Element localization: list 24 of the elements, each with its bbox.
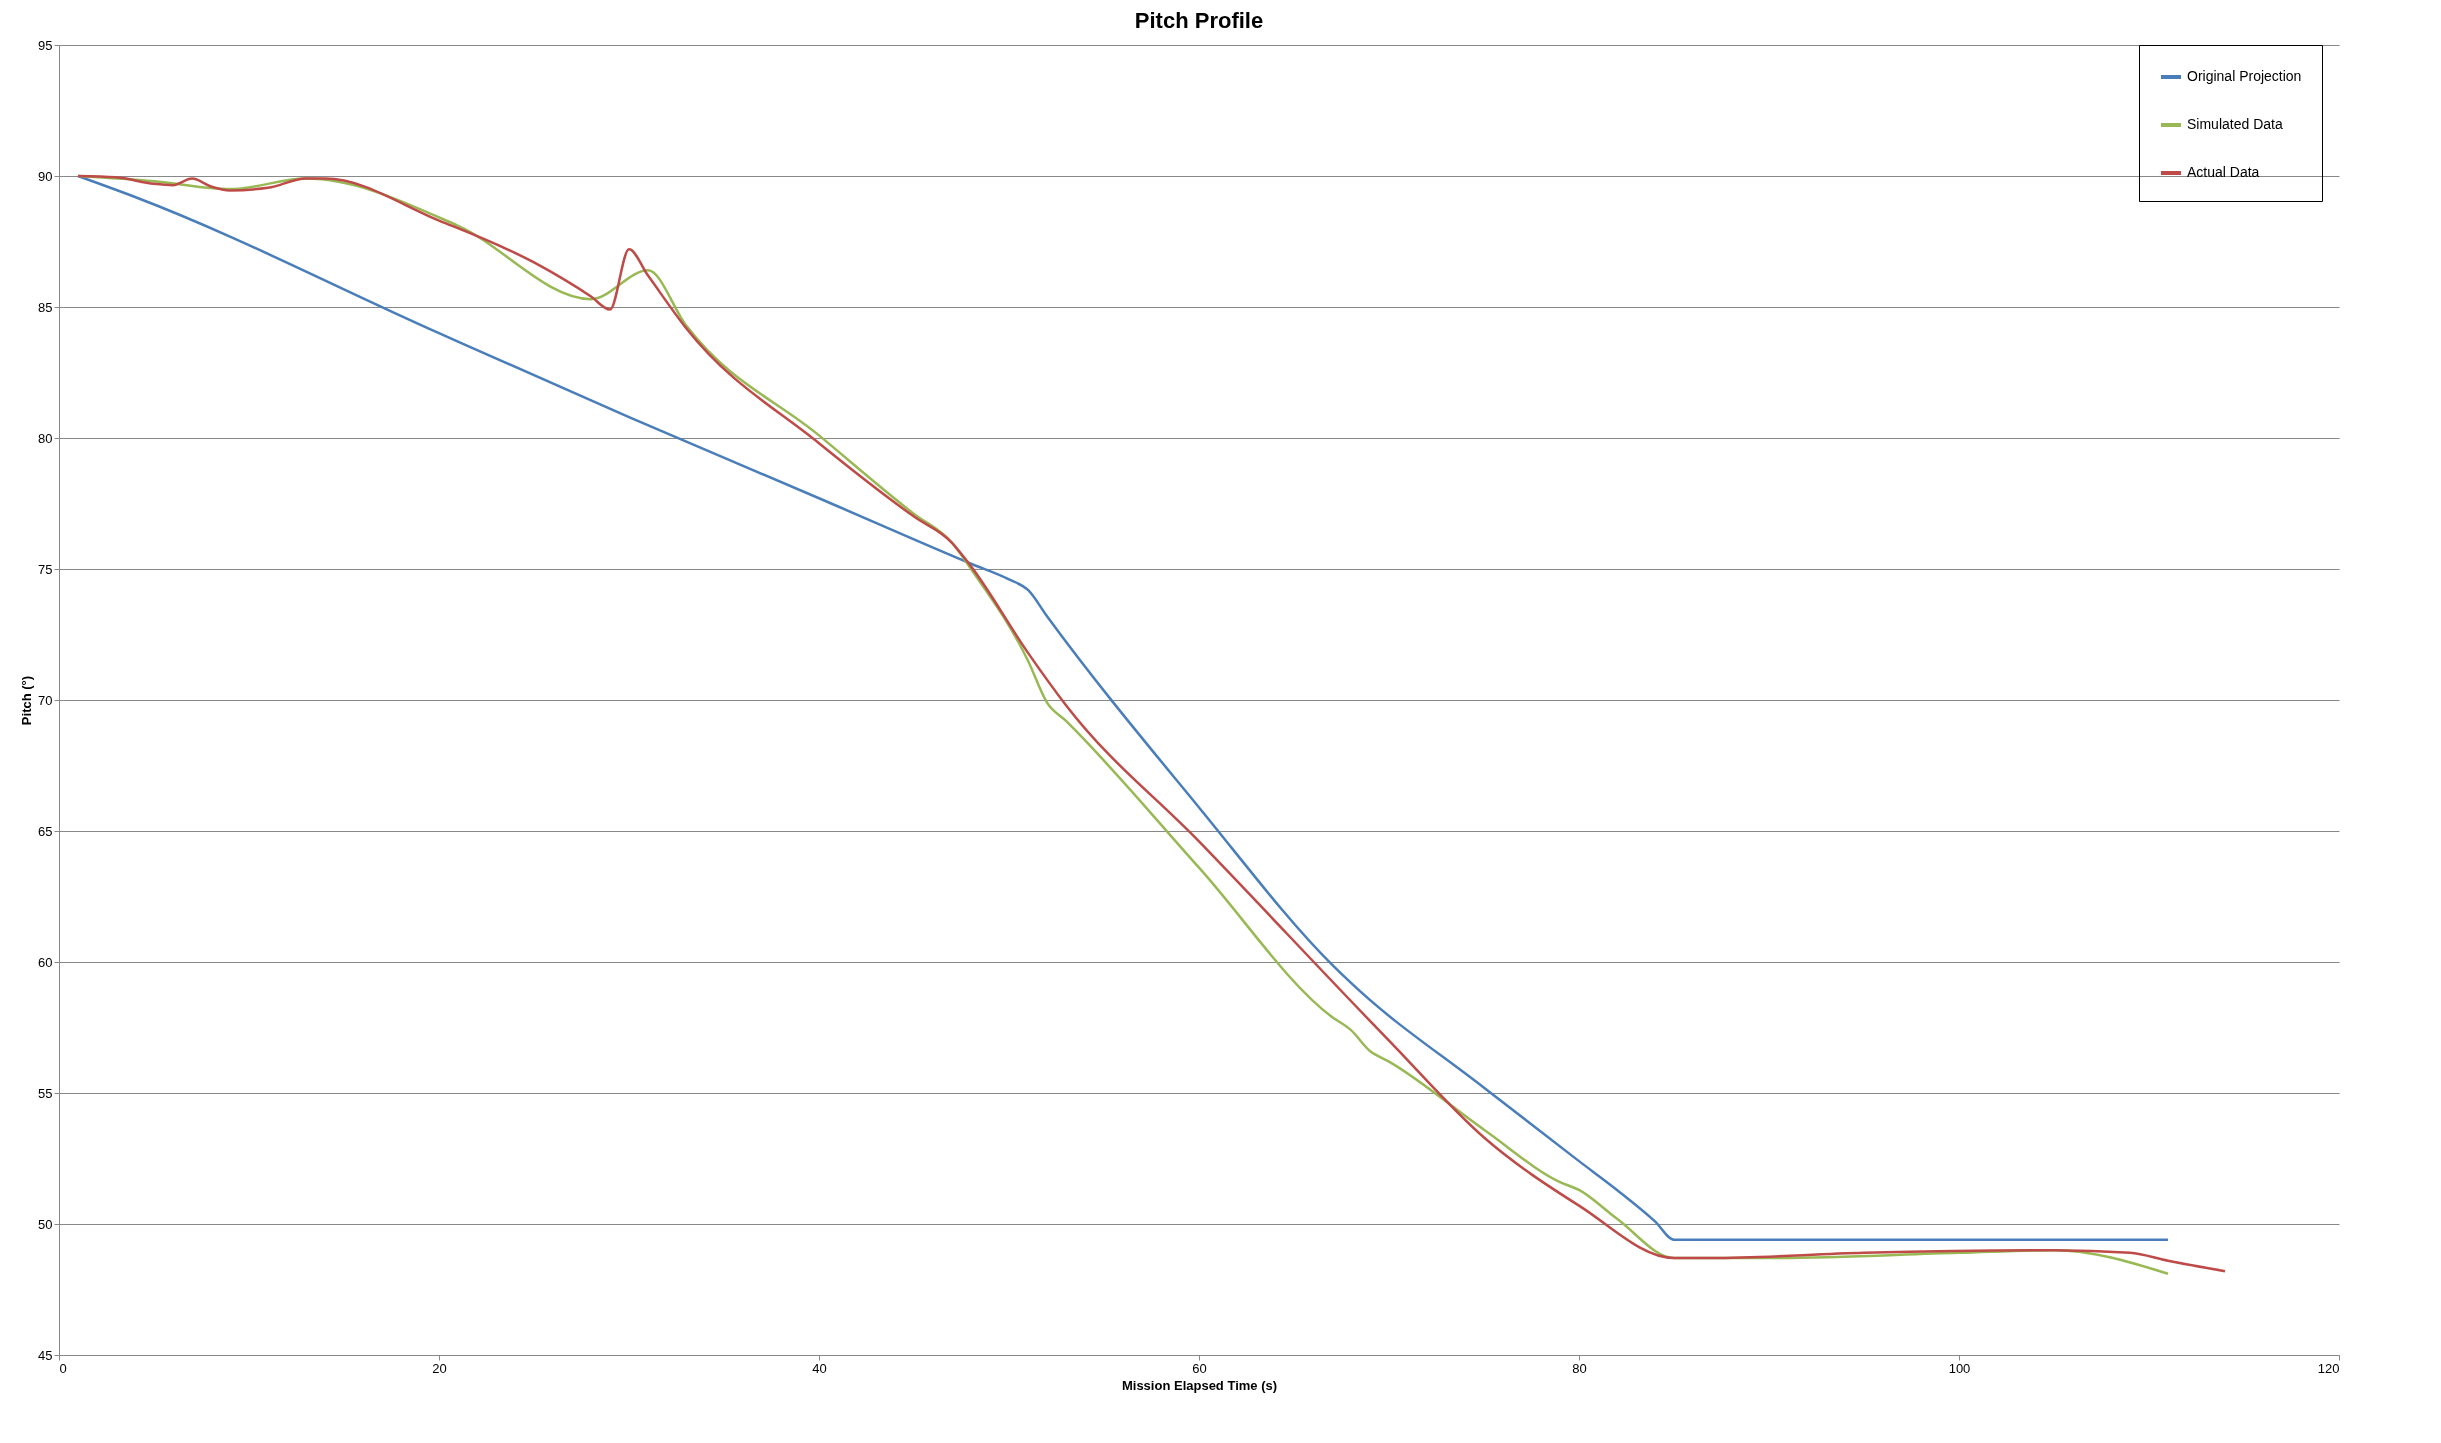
x-tick-label: 120	[2317, 1360, 2340, 1376]
y-axis-title: Pitch (°)	[19, 675, 35, 726]
x-tick-label: 40	[812, 1360, 827, 1376]
y-tick-label: 80	[38, 430, 53, 446]
y-tick-label: 65	[38, 823, 53, 839]
y-tick-label: 45	[38, 1347, 53, 1363]
y-tick-label: 70	[38, 692, 53, 708]
y-tick-label: 75	[38, 561, 53, 577]
x-tick-label: 60	[1192, 1360, 1207, 1376]
legend-label: Actual Data	[2187, 164, 2260, 180]
legend-label: Simulated Data	[2187, 116, 2283, 132]
y-tick-label: 90	[38, 168, 53, 184]
legend-label: Original Projection	[2187, 68, 2302, 84]
x-tick-label: 100	[1948, 1360, 1971, 1376]
y-tick-label: 60	[38, 954, 53, 970]
x-axis-title: Mission Elapsed Time (s)	[1121, 1377, 1278, 1393]
x-tick-label: 0	[59, 1360, 67, 1376]
chart-title: Pitch Profile	[1134, 8, 1264, 33]
y-tick-label: 95	[38, 37, 53, 53]
y-tick-label: 55	[38, 1085, 53, 1101]
y-tick-label: 50	[38, 1216, 53, 1232]
x-tick-label: 20	[432, 1360, 447, 1376]
y-tick-label: 85	[38, 299, 53, 315]
x-tick-label: 80	[1572, 1360, 1587, 1376]
